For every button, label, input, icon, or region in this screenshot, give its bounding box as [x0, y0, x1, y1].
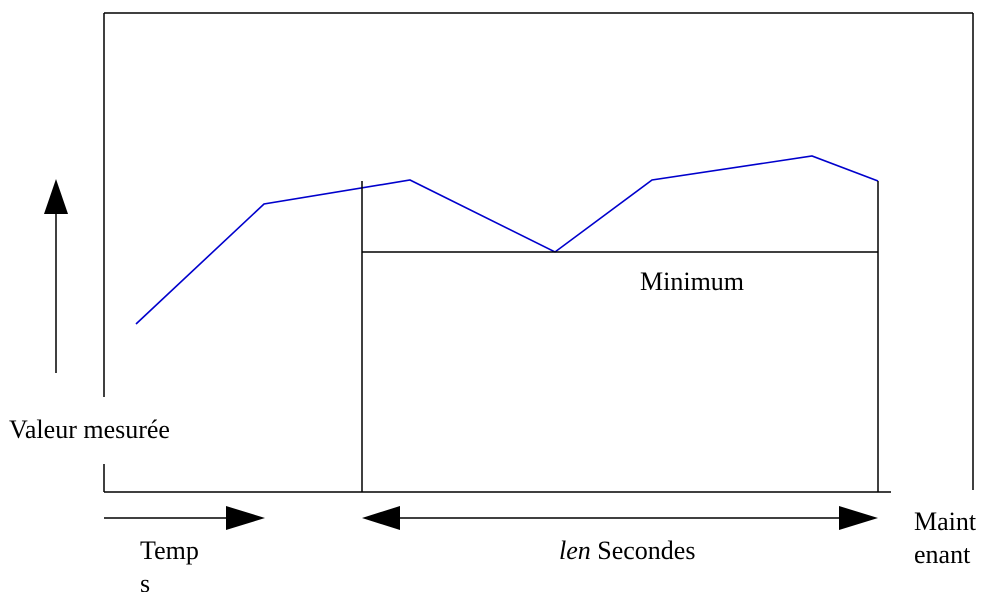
y-axis-arrow-head — [44, 179, 68, 214]
time-label-line2: s — [140, 569, 150, 592]
measured-signal-line — [135, 155, 879, 325]
frame — [103, 12, 974, 493]
time-arrow — [104, 506, 265, 530]
minimum-label: Minimum — [640, 267, 744, 296]
window-length-unit: Secondes — [591, 536, 696, 565]
time-label-line1: Temp — [140, 536, 199, 565]
now-label-line1: Maint — [914, 507, 977, 536]
window-arrow-right-head — [839, 506, 878, 530]
now-label-line2: enant — [914, 540, 971, 569]
time-arrow-head — [226, 506, 265, 530]
window-double-arrow — [362, 506, 878, 530]
window-arrow-left-head — [362, 506, 400, 530]
window-length-var: len — [559, 536, 591, 565]
window-box — [361, 181, 879, 492]
y-axis-arrow — [44, 179, 68, 373]
window-length-label: len Secondes — [559, 536, 695, 565]
y-axis-label: Valeur mesurée — [9, 415, 170, 444]
